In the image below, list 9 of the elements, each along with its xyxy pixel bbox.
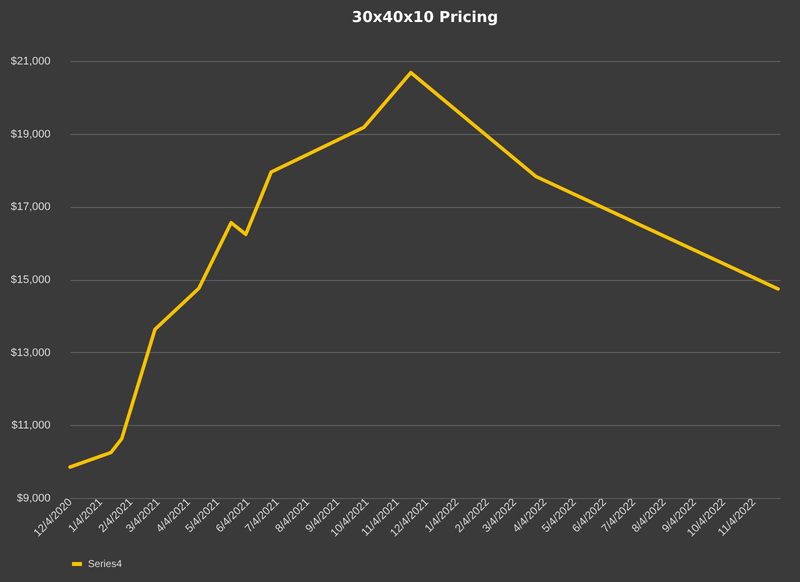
y-tick-label: $13,000	[10, 346, 50, 359]
line-series	[68, 70, 780, 469]
legend-label: Series4	[88, 559, 122, 570]
y-tick-label: $11,000	[12, 420, 50, 432]
y-tick-label: $17,000	[10, 201, 50, 214]
y-tick-label: $15,000	[10, 274, 50, 286]
y-tick-label: $21,000	[10, 56, 50, 68]
chart-title: 30x40x10 Pricing	[352, 8, 498, 26]
y-tick-label: $19,000	[10, 128, 50, 140]
